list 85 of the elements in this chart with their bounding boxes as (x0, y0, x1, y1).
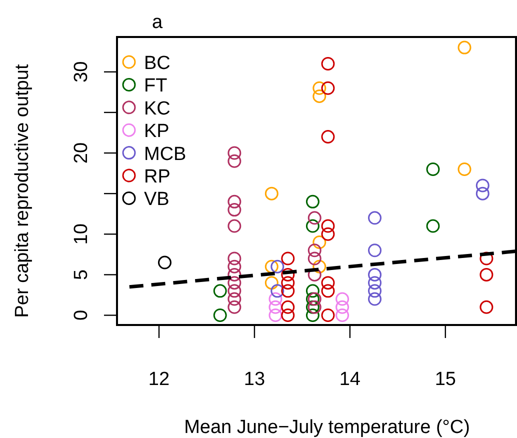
point (306, 284, 320, 298)
point (213, 284, 227, 298)
point (270, 260, 284, 274)
x-tick-label: 12 (148, 369, 170, 390)
legend-label: KP (144, 121, 170, 142)
x-tick-label: 15 (434, 369, 456, 390)
point (368, 211, 382, 225)
point (476, 186, 490, 200)
x-axis-title: Mean June−July temperature (°C) (184, 417, 470, 438)
point (228, 284, 242, 298)
y-tick-label: 10 (71, 224, 92, 245)
point (228, 146, 242, 160)
point (306, 219, 320, 233)
point (268, 300, 282, 314)
point (336, 292, 350, 306)
point (228, 276, 242, 290)
point (228, 300, 242, 314)
point (268, 308, 282, 322)
legend-label: RP (144, 166, 170, 188)
point (228, 260, 242, 274)
point (426, 162, 440, 176)
point (480, 268, 494, 282)
point (268, 292, 282, 306)
point (281, 284, 295, 298)
point (336, 308, 350, 322)
point (368, 284, 382, 298)
point (476, 178, 490, 192)
point (158, 256, 172, 270)
point (368, 268, 382, 282)
y-tick-label: 0 (71, 310, 92, 321)
point (312, 89, 326, 103)
legend-label: BC (144, 53, 170, 74)
point (264, 186, 278, 200)
point (228, 219, 242, 233)
point (321, 219, 335, 233)
point (321, 284, 335, 298)
point (458, 162, 472, 176)
point (228, 292, 242, 306)
legend-label: VB (144, 189, 170, 210)
point (270, 284, 284, 298)
point (281, 252, 295, 266)
point (213, 308, 227, 322)
point (321, 276, 335, 290)
point (336, 300, 350, 314)
point (228, 252, 242, 266)
legend-label: MCB (144, 144, 186, 165)
point (306, 308, 320, 322)
y-tick-label: 30 (71, 61, 92, 82)
point (264, 276, 278, 290)
legend-label: FT (144, 76, 168, 97)
y-axis-title: Per capita reproductive output (12, 64, 33, 318)
point (312, 81, 326, 95)
point (281, 308, 295, 322)
point (228, 268, 242, 282)
point (426, 219, 440, 233)
point (228, 194, 242, 208)
point (281, 276, 295, 290)
point (312, 260, 326, 274)
point (228, 154, 242, 168)
point (308, 211, 322, 225)
legend-label: KC (144, 98, 170, 120)
point (480, 252, 494, 266)
point (368, 276, 382, 290)
point (312, 236, 326, 249)
x-tick-label: 14 (339, 369, 361, 390)
point (321, 308, 335, 322)
point (321, 130, 335, 144)
point (308, 252, 322, 266)
point (321, 57, 335, 71)
point (480, 300, 494, 314)
point (264, 260, 278, 274)
point (368, 292, 382, 306)
point (321, 81, 335, 95)
y-tick-label: 20 (71, 142, 92, 164)
point (308, 244, 322, 258)
point (321, 227, 335, 241)
chart-title: a (152, 12, 163, 33)
point (281, 300, 295, 314)
point (458, 40, 472, 54)
point (281, 268, 295, 282)
point (368, 244, 382, 258)
point (228, 203, 242, 217)
y-tick-label: 5 (71, 269, 92, 280)
x-tick-label: 13 (244, 369, 266, 390)
point (306, 194, 320, 208)
